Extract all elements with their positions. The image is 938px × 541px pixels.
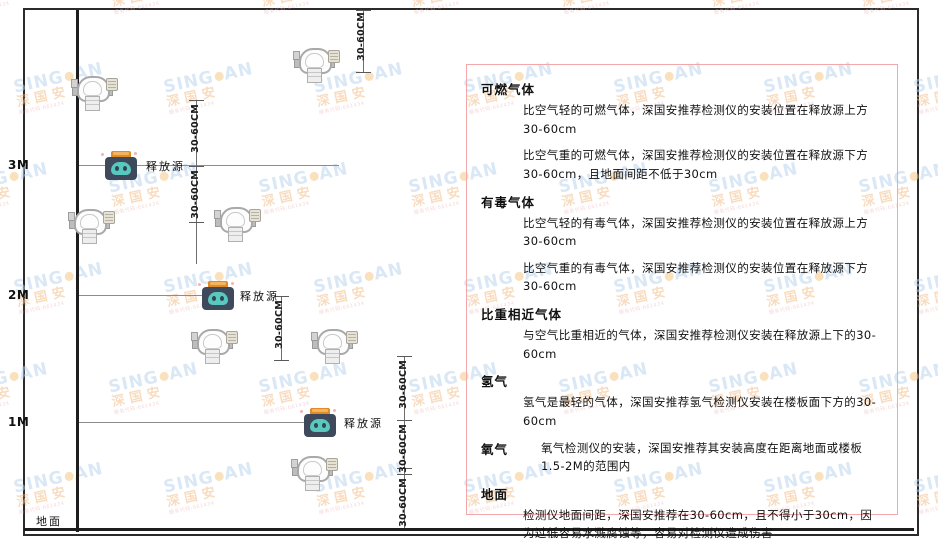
panel-section-text: 比空气重的可燃气体，深国安推荐检测仪的安装位置在释放源下方30-60cm，且地面… bbox=[523, 148, 869, 181]
release-source-label: 释放源 bbox=[240, 290, 279, 303]
dimension-label-bottom-1: 30-60CM bbox=[398, 360, 409, 409]
dimension-label-top: 30-60CM bbox=[356, 12, 367, 61]
dimension-tick bbox=[397, 356, 412, 357]
gas-detector-icon bbox=[292, 44, 340, 84]
panel-section-title: 氧气 bbox=[481, 441, 509, 457]
gas-detector-icon bbox=[67, 205, 115, 245]
level-label-3m: 3M bbox=[8, 158, 30, 172]
panel-section-text: 比空气轻的有毒气体，深国安推荐检测仪的安装位置在释放源上方30-60cm bbox=[523, 215, 869, 249]
panel-section-title: 地面 bbox=[481, 486, 509, 502]
ground-label: 地面 bbox=[36, 515, 62, 528]
panel-section-title: 比重相近气体 bbox=[481, 307, 563, 322]
level-line-1m bbox=[79, 422, 304, 423]
dimension-line-center bbox=[281, 296, 282, 360]
gas-detector-icon bbox=[70, 72, 118, 112]
dimension-tick bbox=[274, 360, 289, 361]
release-source-icon bbox=[101, 151, 138, 181]
dimension-tick bbox=[356, 10, 371, 11]
release-source-icon bbox=[198, 281, 235, 311]
level-line-2m bbox=[79, 295, 204, 296]
gas-detector-icon bbox=[290, 452, 338, 492]
dimension-tick bbox=[189, 166, 204, 167]
panel-section-title: 有毒气体 bbox=[481, 194, 536, 210]
dimension-label-mid-upper: 30-60CM bbox=[190, 104, 201, 153]
level-line-3m bbox=[79, 165, 339, 166]
gas-detector-icon bbox=[310, 325, 358, 365]
dimension-label-bottom-2: 30-60CM bbox=[398, 424, 409, 473]
release-source-label: 释放源 bbox=[344, 417, 383, 430]
level-label-1m: 1M bbox=[8, 415, 30, 429]
dimension-tick bbox=[274, 296, 289, 297]
panel-section-text: 检测仪地面间距，深国安推荐在30-60cm，且不得小于30cm，因为过低容易水溅… bbox=[523, 507, 873, 541]
panel-section-title: 氢气 bbox=[481, 374, 509, 390]
panel-section-text: 比空气轻的可燃气体，深国安推荐检测仪的安装位置在释放源上方30-60cm bbox=[523, 103, 869, 136]
level-label-2m: 2M bbox=[8, 288, 30, 302]
drawing-frame bbox=[23, 8, 919, 536]
dimension-line-bottom bbox=[404, 356, 405, 528]
dimension-tick bbox=[189, 222, 204, 223]
notes-panel: 可燃气体比空气轻的可燃气体，深国安推荐检测仪的安装位置在释放源上方30-60cm… bbox=[466, 64, 898, 540]
panel-section-text: 氢气是最轻的气体，深国安推荐氢气检测仪安装在楼板面下方的30-60cm bbox=[523, 395, 877, 428]
dimension-line-top bbox=[363, 10, 364, 72]
dimension-label-center: 30-60CM bbox=[274, 300, 285, 349]
dimension-tick bbox=[397, 474, 412, 475]
panel-section-title: 可燃气体 bbox=[481, 82, 536, 97]
panel-section: 氧气 氧气检测仪的安装，深国安推荐其安装高度在距离地面或楼板1.5-2M的范围内 bbox=[481, 439, 883, 476]
panel-section-text: 比空气重的有毒气体，深国安推荐检测仪的安装位置在释放源下方30-60cm bbox=[523, 260, 869, 294]
dimension-label-bottom-3: 30-60CM bbox=[398, 478, 409, 527]
ground-baseline bbox=[24, 528, 914, 531]
dimension-tick bbox=[397, 468, 412, 469]
dimension-line-mid bbox=[196, 100, 197, 264]
panel-section-text: 与空气比重相近的气体，深国安推荐检测仪安装在释放源上下的30-60cm bbox=[523, 328, 877, 361]
release-source-label: 释放源 bbox=[146, 160, 185, 173]
gas-detector-icon bbox=[190, 325, 238, 365]
gas-detector-icon bbox=[213, 203, 261, 243]
panel-section-text: 氧气检测仪的安装，深国安推荐其安装高度在距离地面或楼板1.5-2M的范围内 bbox=[541, 440, 863, 474]
dimension-tick bbox=[397, 420, 412, 421]
dimension-label-mid-lower: 30-60CM bbox=[190, 170, 201, 219]
dimension-tick bbox=[189, 100, 204, 101]
vertical-axis bbox=[76, 10, 79, 532]
dimension-tick bbox=[356, 72, 371, 73]
release-source-icon bbox=[300, 408, 337, 438]
